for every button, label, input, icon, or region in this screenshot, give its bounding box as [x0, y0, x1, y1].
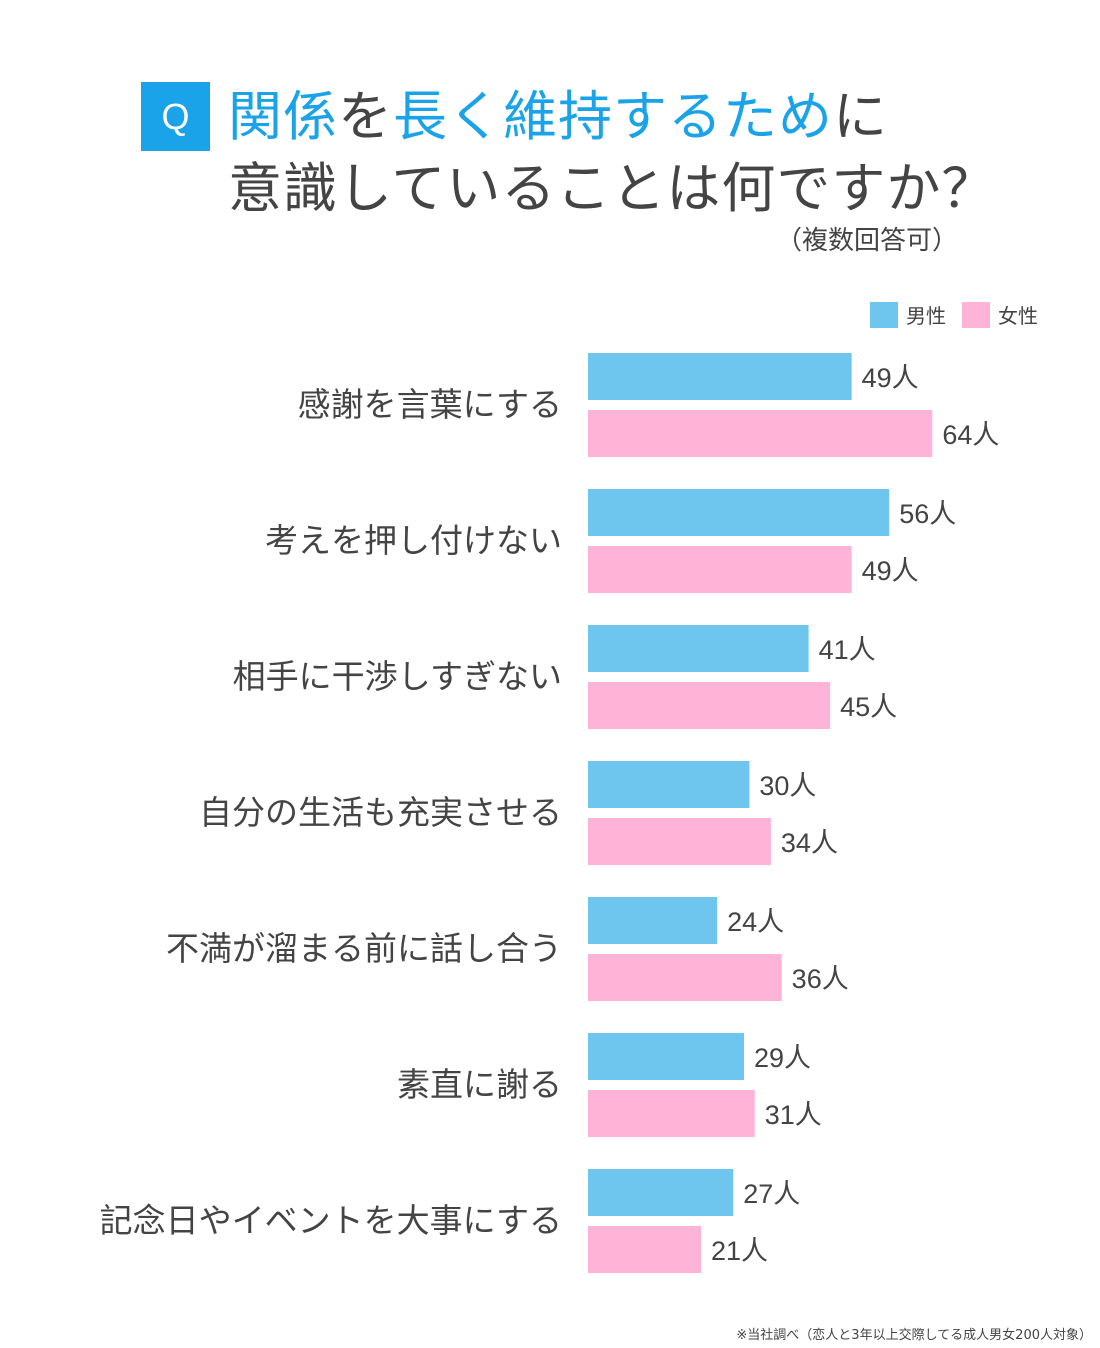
- legend-label-female: 女性: [998, 304, 1038, 328]
- bar-female: [588, 1226, 701, 1273]
- bar-female: [588, 818, 771, 865]
- category-label: 素直に謝る: [397, 1065, 562, 1104]
- bar-male: [588, 353, 852, 400]
- bar-male: [588, 1169, 734, 1216]
- bar-male: [588, 897, 718, 944]
- bar-female: [588, 954, 782, 1001]
- bar-female: [588, 1090, 755, 1137]
- legend-swatch-male: [870, 301, 898, 328]
- category-label: 相手に干渉しすぎない: [233, 657, 562, 696]
- data-label-male: 49人: [862, 363, 919, 393]
- legend-item-male: 男性: [870, 300, 946, 329]
- bar-female: [588, 410, 933, 457]
- data-label-female: 36人: [792, 964, 849, 994]
- category-label: 感謝を言葉にする: [298, 385, 562, 424]
- bar-female: [588, 682, 831, 729]
- bar-male: [588, 1033, 745, 1080]
- title-line-1-segment: を: [338, 85, 393, 148]
- title-line-1-segment: 長く維持するため: [393, 85, 833, 148]
- data-label-female: 31人: [765, 1100, 822, 1130]
- bar-male: [588, 489, 890, 536]
- data-label-male: 30人: [759, 771, 816, 801]
- category-label: 記念日やイベントを大事にする: [100, 1201, 562, 1240]
- data-label-female: 45人: [840, 692, 897, 722]
- bar-male: [588, 761, 750, 808]
- data-label-female: 34人: [781, 828, 838, 858]
- data-label-female: 64人: [942, 420, 999, 450]
- bar-male: [588, 625, 809, 672]
- data-label-female: 21人: [711, 1236, 768, 1266]
- title-line-1-segment: に: [833, 85, 888, 148]
- data-label-male: 29人: [754, 1043, 811, 1073]
- title-line-1-segment: 関係: [228, 85, 338, 148]
- question-badge: Q: [141, 82, 210, 151]
- footnote: ※当社調べ（恋人と3年以上交際してる成人男女200人対象）: [736, 1328, 1092, 1343]
- data-label-male: 27人: [743, 1179, 800, 1209]
- data-label-male: 24人: [727, 907, 784, 937]
- legend: 男性 女性: [870, 300, 1038, 329]
- subtitle: （複数回答可）: [775, 226, 958, 256]
- legend-swatch-female: [962, 301, 990, 328]
- legend-label-male: 男性: [906, 304, 946, 328]
- data-label-male: 56人: [899, 499, 956, 529]
- bar-female: [588, 546, 852, 593]
- question-badge-label: Q: [161, 95, 190, 137]
- data-label-male: 41人: [819, 635, 876, 665]
- category-label: 考えを押し付けない: [265, 521, 562, 560]
- data-label-female: 49人: [862, 556, 919, 586]
- category-label: 不満が溜まる前に話し合う: [166, 929, 562, 968]
- title-line-1: 関係を長く維持するために: [228, 86, 888, 148]
- legend-item-female: 女性: [962, 300, 1038, 329]
- title-line-2: 意識していることは何ですか？: [228, 157, 997, 220]
- category-label: 自分の生活も充実させる: [199, 793, 562, 832]
